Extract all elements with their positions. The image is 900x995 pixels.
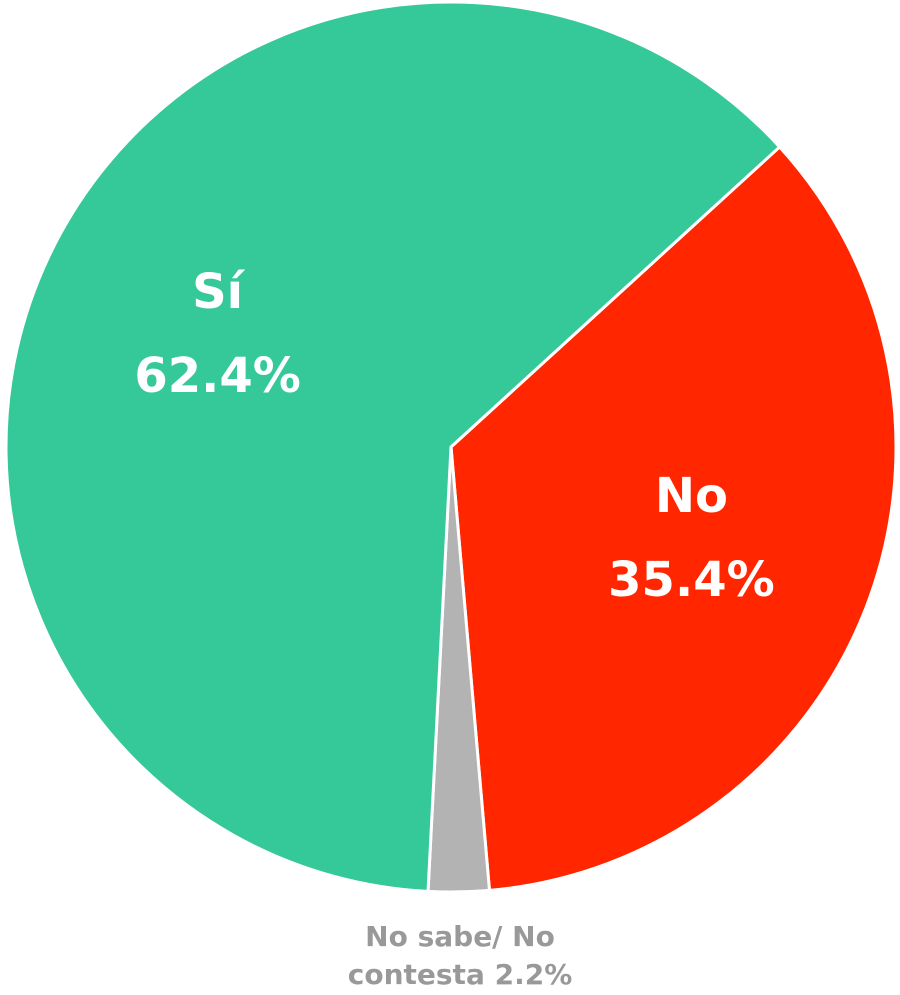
slice-label: No (655, 468, 728, 524)
slice-value-label: 35.4% (608, 552, 775, 608)
pie-slice (449, 144, 898, 892)
slice-value-label: 62.4% (134, 348, 301, 404)
slice-label: Sí (192, 264, 246, 320)
outside-label: No sabe/ No contesta 2.2% (340, 918, 580, 994)
slice-value-label: 2.2% (494, 958, 573, 991)
pie-slice (4, 0, 782, 893)
slice-label: No sabe/ No contesta (347, 920, 555, 991)
